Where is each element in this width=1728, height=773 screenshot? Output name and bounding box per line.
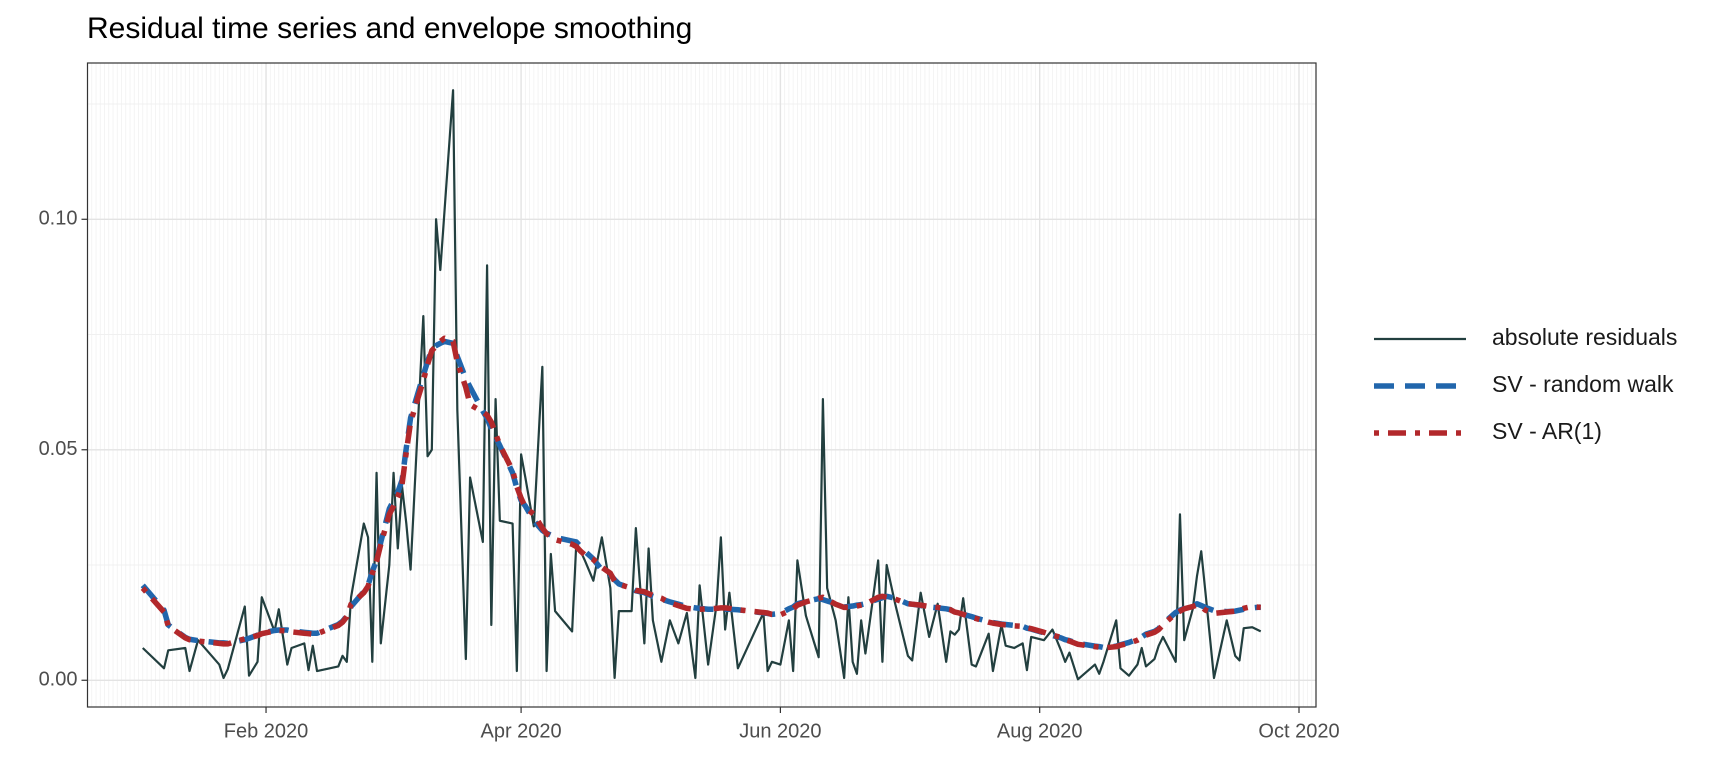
x-tick-label: Aug 2020 bbox=[997, 720, 1083, 742]
legend-label: absolute residuals bbox=[1492, 324, 1677, 350]
legend-label: SV - random walk bbox=[1492, 371, 1674, 397]
series-line bbox=[140, 335, 1262, 651]
panel-border bbox=[86, 62, 1317, 708]
x-tick-label: Feb 2020 bbox=[224, 720, 309, 742]
series-line bbox=[142, 89, 1262, 681]
x-tick-label: Oct 2020 bbox=[1258, 720, 1339, 742]
y-tick-label: 0.00 bbox=[39, 669, 78, 691]
plot-marks bbox=[140, 89, 1262, 681]
legend: absolute residuals SV - random walk SV - A… bbox=[1374, 324, 1677, 444]
x-tick-label: Apr 2020 bbox=[481, 720, 562, 742]
axes: Feb 2020 Apr 2020 Jun 2020 Aug 2020 Oct 2020… bbox=[39, 62, 1340, 742]
chart-title: Residual time series and envelope smooth… bbox=[87, 12, 692, 45]
x-tick-label: Jun 2020 bbox=[739, 720, 821, 742]
y-tick-label: 0.10 bbox=[39, 208, 78, 230]
y-tick-label: 0.05 bbox=[39, 438, 78, 460]
legend-label: SV - AR(1) bbox=[1492, 418, 1602, 444]
